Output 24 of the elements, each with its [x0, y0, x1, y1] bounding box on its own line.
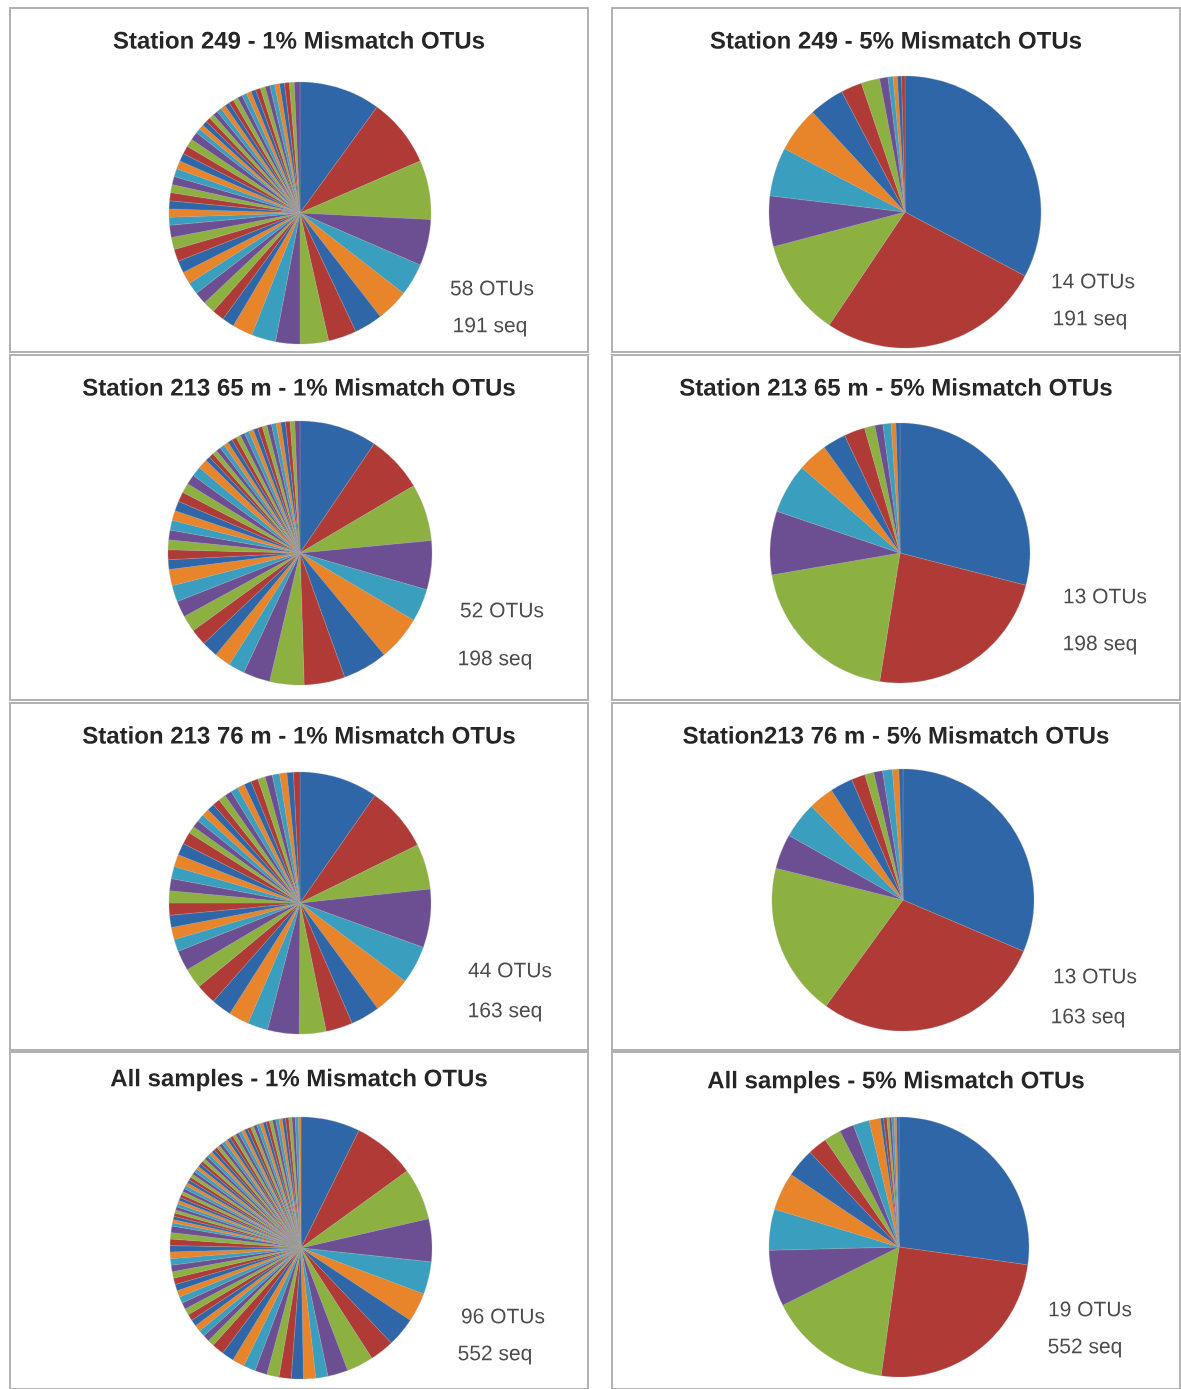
text: 96 OTUs	[461, 1308, 545, 1324]
text: 13 OTUs	[1054, 968, 1137, 984]
text: 163 seq	[1052, 1008, 1124, 1028]
text: 198 seq	[1064, 635, 1136, 655]
chart-title: All samples - 1% Mismatch OTUs	[110, 1068, 487, 1092]
text: 58 OTUs	[450, 280, 534, 296]
text: 198 seq	[459, 650, 531, 670]
chart-title: Station 249 - 5% Mismatch OTUs	[710, 31, 1082, 49]
text: 44 OTUs	[468, 962, 552, 978]
text: 163 seq	[469, 1002, 541, 1022]
text: 191 seq	[1054, 310, 1126, 330]
text: 552 seq	[1048, 1338, 1121, 1358]
chart-title: Station 213 76 m - 1% Mismatch OTUs	[82, 726, 515, 744]
chart-title: Station 213 65 m - 5% Mismatch OTUs	[679, 378, 1112, 396]
text: 552 seq	[458, 1345, 531, 1365]
chart-title: Station213 76 m - 5% Mismatch OTUs	[683, 726, 1109, 744]
text: 19 OTUs	[1049, 1301, 1132, 1317]
chart-title: All samples - 5% Mismatch OTUs	[707, 1070, 1084, 1094]
text: 191 seq	[454, 317, 526, 337]
text: 52 OTUs	[460, 602, 544, 618]
chart-title: Station 213 65 m - 1% Mismatch OTUs	[82, 378, 515, 396]
text: 13 OTUs	[1064, 588, 1147, 604]
text: 14 OTUs	[1052, 273, 1135, 289]
chart-title: Station 249 - 1% Mismatch OTUs	[113, 31, 485, 49]
